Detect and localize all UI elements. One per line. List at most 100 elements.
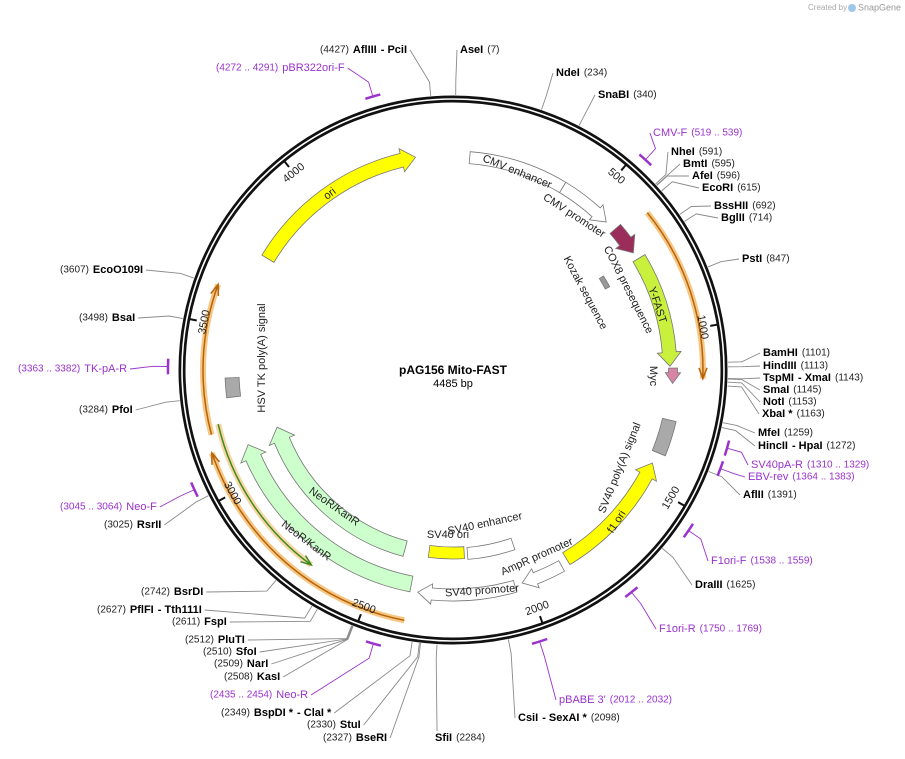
- leader-line: [723, 423, 755, 433]
- leader-line: [410, 50, 431, 96]
- site-position: (591): [699, 147, 722, 158]
- feature-label: SV40 promoter: [445, 582, 520, 599]
- site-position: (2512): [185, 635, 214, 646]
- primer-name: Neo-R: [276, 689, 308, 701]
- feature: [467, 538, 515, 559]
- primer-range: (2435 .. 2454): [210, 690, 272, 701]
- leader-line: [542, 73, 554, 110]
- leader-line: [579, 95, 595, 126]
- site-position: (2510): [203, 647, 232, 658]
- leader-line: [311, 645, 373, 695]
- feature-label: SV40 ori: [427, 529, 469, 541]
- site-position: (3284): [79, 405, 108, 416]
- leader-line: [508, 639, 515, 718]
- site-name: BglII: [721, 212, 745, 224]
- site-position: (1259): [784, 428, 813, 439]
- tick-label: 500: [605, 166, 627, 187]
- site-position: (3025): [104, 520, 133, 531]
- primer-name: EBV-rev: [748, 471, 789, 483]
- tick-mark: [678, 502, 684, 506]
- site-name: BseRI: [356, 732, 387, 744]
- primer-site: [684, 524, 693, 538]
- leader-line: [248, 626, 352, 640]
- site-position: (2509): [214, 659, 243, 670]
- leader-line: [632, 593, 656, 629]
- feature: [652, 418, 676, 455]
- site-position: (714): [749, 213, 772, 224]
- leader-line: [708, 259, 739, 267]
- site-position: (4427): [320, 45, 349, 56]
- leader-line: [684, 214, 718, 222]
- leader-line: [728, 353, 760, 362]
- site-position: (2330): [307, 720, 336, 731]
- primer-name: TK-pA-R: [84, 363, 127, 375]
- site-name: HincII: [758, 440, 788, 452]
- leader-line: [283, 626, 353, 677]
- site-name: PfoI: [112, 404, 133, 416]
- plasmid-size: 4485 bp: [433, 378, 473, 390]
- primer-name: CMV-F: [653, 127, 688, 139]
- site-position: (2742): [141, 587, 170, 598]
- plasmid-name: pAG156 Mito-FAST: [399, 363, 508, 377]
- site-position: (1163): [797, 409, 825, 420]
- site-name: AfeI: [692, 170, 713, 182]
- primer-site: [718, 461, 723, 476]
- site-position: (1153): [788, 397, 816, 408]
- primer-range: (3363 .. 3382): [18, 364, 80, 375]
- primer-name: F1ori-R: [659, 623, 696, 635]
- leader-line: [728, 366, 760, 367]
- leader-line: [138, 316, 183, 319]
- primer-name: SV40pA-R: [751, 459, 803, 471]
- primer-range: (3045 .. 3064): [60, 502, 122, 513]
- site-position: (1391): [768, 490, 797, 501]
- tick-label: 2500: [350, 597, 377, 617]
- leader-line: [662, 182, 699, 191]
- leader-line: [709, 472, 740, 496]
- site-position: (234): [584, 68, 607, 79]
- feature-label: Kozak sequence: [561, 254, 610, 331]
- site-name: BspDI *: [254, 707, 294, 719]
- site-position: (1145): [793, 385, 821, 396]
- site-name: SmaI: [763, 384, 789, 396]
- tick-mark: [540, 616, 542, 623]
- tick-label: 1500: [660, 484, 683, 511]
- leader-line: [689, 531, 708, 561]
- feature: [599, 276, 609, 289]
- leader-line: [662, 548, 692, 585]
- tick-mark: [710, 325, 717, 326]
- primer-name: pBR322ori-F: [282, 62, 345, 74]
- site-position: (340): [633, 90, 656, 101]
- leader-line: [206, 580, 276, 592]
- site-name: BssHII: [714, 200, 748, 212]
- site-position: (847): [766, 254, 789, 265]
- site-name: - SexAI *: [542, 712, 587, 724]
- site-name: MfeI: [758, 427, 780, 439]
- feature: [428, 546, 464, 559]
- site-name: - PciI: [381, 44, 407, 56]
- credit-icon: [848, 4, 856, 12]
- feature: [665, 368, 680, 383]
- primer-site: [366, 641, 381, 645]
- site-name: - HpaI: [792, 440, 823, 452]
- site-position: (2611): [172, 617, 200, 628]
- site-position: (615): [737, 183, 760, 194]
- site-position: (1143): [835, 373, 863, 384]
- site-name: - Tth111I: [158, 604, 202, 616]
- leader-line: [136, 401, 180, 410]
- tick-mark: [285, 162, 289, 167]
- site-name: TspMI: [763, 372, 794, 384]
- site-name: CsiI: [518, 712, 538, 724]
- site-name: NotI: [763, 396, 784, 408]
- primer-range: (1364 .. 1383): [792, 472, 854, 483]
- leader-line: [348, 68, 373, 96]
- leader-line: [680, 206, 711, 214]
- site-position: (2627): [97, 605, 126, 616]
- site-name: EcoO109I: [93, 264, 143, 276]
- site-name: PflFI: [130, 604, 154, 616]
- site-position: (1272): [827, 441, 856, 452]
- site-position: (1625): [727, 580, 756, 591]
- primer-site: [532, 639, 547, 644]
- tick-label: 4000: [281, 161, 308, 186]
- primer-site: [639, 154, 651, 165]
